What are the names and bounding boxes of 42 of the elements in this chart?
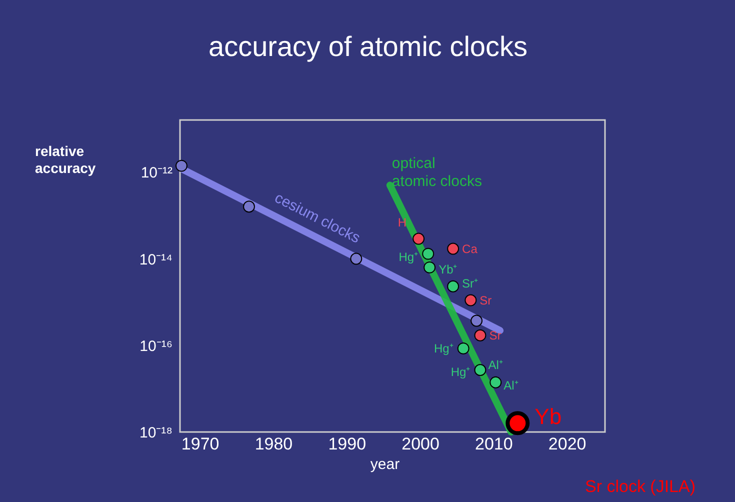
y-axis-title: relative accuracy — [35, 143, 96, 176]
point — [243, 200, 255, 213]
point — [490, 376, 502, 388]
y-tick-label: 10⁻¹⁴ — [139, 251, 172, 268]
point — [412, 232, 425, 245]
annotation: H — [398, 216, 407, 230]
point — [350, 252, 362, 265]
annotation: Hg⁺ — [434, 341, 454, 356]
x-tick-label: 1990 — [328, 434, 366, 454]
annotation: Al⁺ — [504, 378, 518, 392]
point — [422, 248, 434, 260]
point — [506, 411, 530, 436]
annotation: Sr — [489, 328, 502, 342]
point — [175, 160, 188, 172]
point — [474, 364, 486, 376]
x-tick-label: 1980 — [254, 434, 293, 454]
x-tick-label: 2000 — [402, 434, 440, 454]
point — [470, 314, 483, 327]
annotation: Hg⁺ — [398, 250, 418, 264]
annotation: Ca — [462, 242, 478, 256]
annotation: Yb — [534, 404, 562, 430]
annotation: Sr⁺ — [462, 276, 478, 290]
point — [447, 280, 460, 292]
point — [424, 261, 436, 274]
point — [447, 242, 460, 255]
point — [474, 329, 486, 342]
point — [457, 342, 470, 354]
text: Sr clock (JILA) — [585, 477, 696, 496]
point — [464, 294, 477, 306]
series-label: optical atomic clocks — [392, 155, 482, 190]
y-tick-label: 10⁻¹² — [140, 164, 172, 182]
annotation: Yb⁺ — [438, 262, 458, 276]
annotation: Al⁺ — [488, 358, 503, 372]
y-tick-label: 10⁻¹⁶ — [140, 338, 172, 355]
x-tick-label: 2020 — [548, 434, 586, 454]
x-tick-label: 2010 — [475, 434, 513, 454]
annotation: Hg⁺ — [450, 365, 470, 380]
chart-title: accuracy of atomic clocks — [208, 31, 528, 62]
annotation: Sr — [480, 293, 492, 308]
x-tick-label: 1970 — [181, 434, 220, 454]
x-axis-title: year — [370, 456, 400, 473]
y-tick-label: 10⁻¹⁸ — [139, 424, 172, 442]
